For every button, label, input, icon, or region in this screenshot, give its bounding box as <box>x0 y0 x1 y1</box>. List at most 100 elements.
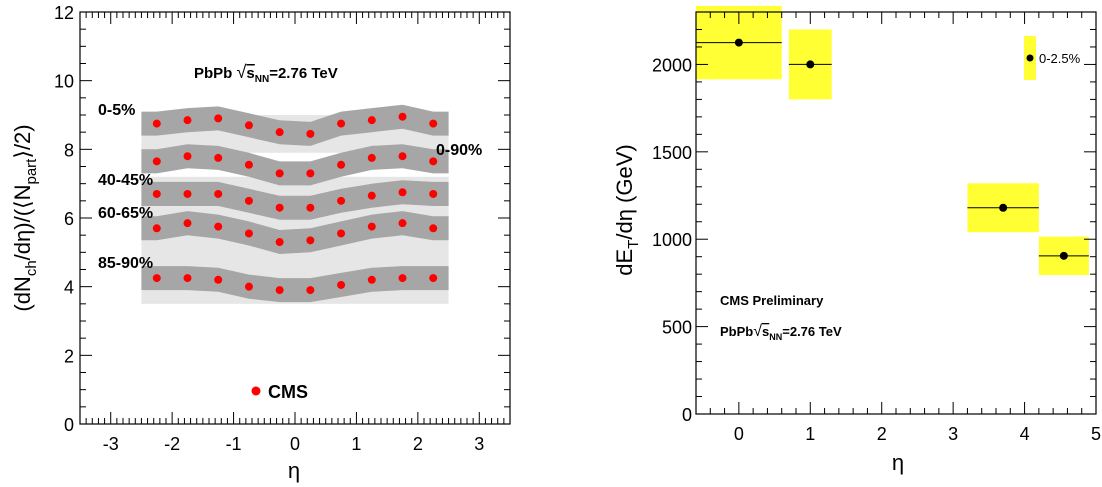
x-tick-label: 2 <box>413 434 423 454</box>
data-point <box>337 196 346 205</box>
data-point <box>999 203 1008 212</box>
data-point <box>337 280 346 289</box>
data-point <box>214 222 223 231</box>
data-point <box>398 112 407 121</box>
data-point <box>183 152 192 161</box>
data-point <box>367 153 376 162</box>
left-y-axis-title: (dNch/dη)/(⟨Npart⟩/2) <box>10 124 40 311</box>
data-point <box>183 189 192 198</box>
right-chart: 0 1 2 3 4 5 0 500 1000 1500 2000 η dET/dη (GeV) 0… <box>612 5 1101 475</box>
data-point <box>183 116 192 125</box>
data-point <box>275 286 284 295</box>
x-tick-label: -3 <box>103 434 119 454</box>
x-tick-label: 4 <box>1020 424 1030 444</box>
data-point <box>214 275 223 284</box>
data-point <box>398 188 407 197</box>
right-data-points <box>696 38 1089 260</box>
x-tick-label: 3 <box>948 424 958 444</box>
y-tick-label: 12 <box>54 3 74 23</box>
x-tick-label: 0 <box>290 434 300 454</box>
data-point <box>429 157 438 166</box>
syst-band-3 <box>141 211 449 254</box>
legend-marker <box>1026 54 1034 62</box>
data-point <box>244 282 253 291</box>
legend-marker-cms <box>251 386 261 396</box>
x-tick-label: 3 <box>474 434 484 454</box>
data-point <box>306 286 315 295</box>
left-annotation: PbPb √sNN=2.76 TeV <box>194 62 338 85</box>
data-point <box>398 152 407 161</box>
data-point <box>806 60 815 69</box>
syst-band-4 <box>141 266 449 303</box>
data-point <box>152 224 161 233</box>
right-annotation: PbPb√sNN=2.76 TeV <box>720 323 842 342</box>
y-tick-label: 2000 <box>652 55 692 75</box>
data-point <box>429 119 438 128</box>
data-point <box>152 157 161 166</box>
legend-label-cms: CMS <box>268 382 308 402</box>
x-tick-label: 1 <box>351 434 361 454</box>
data-point <box>306 169 315 178</box>
y-tick-label: 6 <box>64 209 74 229</box>
y-tick-label: 1000 <box>652 230 692 250</box>
left-y-ticks: 0 2 4 6 8 10 12 <box>54 3 510 435</box>
y-tick-label: 2 <box>64 346 74 366</box>
data-point <box>398 219 407 228</box>
data-point <box>367 222 376 231</box>
right-x-ticks: 0 1 2 3 4 5 <box>695 12 1101 444</box>
data-point <box>244 160 253 169</box>
data-point <box>275 238 284 247</box>
data-point <box>429 189 438 198</box>
series-label-85-90: 85-90% <box>98 255 153 272</box>
data-point <box>183 274 192 283</box>
data-point <box>337 160 346 169</box>
data-point <box>214 153 223 162</box>
series-label-40-45: 40-45% <box>98 172 153 189</box>
right-y-axis-title: dET/dη (GeV) <box>612 144 642 275</box>
y-tick-label: 500 <box>662 318 692 338</box>
legend-label-0-2.5: 0-2.5% <box>1039 51 1081 66</box>
x-tick-label: -2 <box>164 434 180 454</box>
data-point <box>306 129 315 138</box>
data-point <box>306 203 315 212</box>
y-tick-label: 0 <box>682 405 692 425</box>
x-tick-label: 0 <box>734 424 744 444</box>
data-point <box>306 236 315 245</box>
data-point <box>1059 251 1068 260</box>
data-point <box>429 274 438 283</box>
y-tick-label: 8 <box>64 140 74 160</box>
cms-preliminary-label: CMS Preliminary <box>720 293 824 308</box>
data-point <box>734 38 743 47</box>
data-point <box>244 229 253 238</box>
data-point <box>152 189 161 198</box>
data-point <box>367 275 376 284</box>
left-data-points <box>152 112 438 295</box>
data-point <box>152 274 161 283</box>
data-point <box>275 169 284 178</box>
data-point <box>398 274 407 283</box>
y-tick-label: 0 <box>64 415 74 435</box>
data-point <box>429 224 438 233</box>
right-x-axis-title: η <box>892 450 904 475</box>
data-point <box>275 203 284 212</box>
data-point <box>214 189 223 198</box>
data-point <box>152 119 161 128</box>
x-tick-label: 5 <box>1091 424 1101 444</box>
x-tick-label: -1 <box>226 434 242 454</box>
data-point <box>337 229 346 238</box>
side-label-0-90: 0-90% <box>436 142 482 159</box>
y-tick-label: 1500 <box>652 143 692 163</box>
right-y-ticks: 0 500 1000 1500 2000 <box>652 11 1096 425</box>
data-point <box>367 191 376 200</box>
data-point <box>337 119 346 128</box>
left-x-axis-title: η <box>288 458 300 483</box>
data-point <box>244 121 253 130</box>
left-x-ticks: -3 -2 -1 0 1 2 3 <box>79 12 511 454</box>
y-tick-label: 4 <box>64 278 74 298</box>
x-tick-label: 1 <box>805 424 815 444</box>
series-label-0-5: 0-5% <box>98 102 135 119</box>
x-tick-label: 2 <box>877 424 887 444</box>
data-point <box>367 116 376 125</box>
